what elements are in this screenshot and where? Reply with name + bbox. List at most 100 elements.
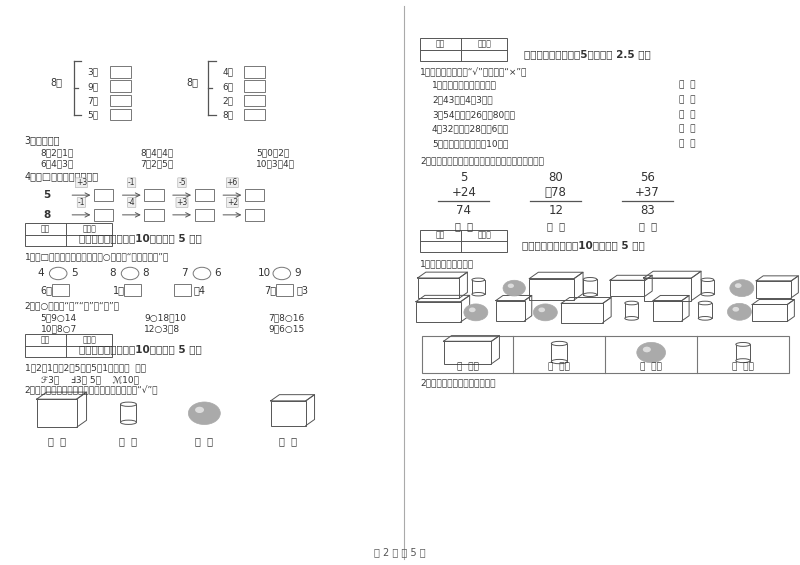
Bar bbox=[110, 66, 131, 78]
Text: -4: -4 bbox=[128, 198, 135, 207]
Bar bbox=[145, 189, 164, 201]
Bar bbox=[420, 38, 507, 61]
Text: 6＝: 6＝ bbox=[222, 82, 234, 91]
Text: （  ）: （ ） bbox=[119, 436, 138, 446]
Bar bbox=[551, 344, 567, 362]
Text: 四、选一选（本题入10劆，每题 5 分）: 四、选一选（本题入10劆，每题 5 分） bbox=[79, 345, 202, 355]
Text: 3．口算题。: 3．口算题。 bbox=[25, 135, 60, 145]
Bar bbox=[25, 334, 112, 357]
Text: 9＋6○15: 9＋6○15 bbox=[268, 324, 305, 333]
Bar bbox=[698, 303, 712, 318]
Bar bbox=[752, 305, 787, 321]
Text: 3＝: 3＝ bbox=[87, 68, 98, 77]
Circle shape bbox=[534, 304, 558, 321]
Ellipse shape bbox=[698, 316, 712, 320]
Text: 三、我会比（本题入10分，每题 5 分）: 三、我会比（本题入10分，每题 5 分） bbox=[79, 233, 202, 244]
Bar bbox=[530, 279, 574, 300]
Bar bbox=[25, 223, 112, 246]
Text: 8＝: 8＝ bbox=[222, 110, 234, 119]
Bar bbox=[443, 341, 491, 364]
Text: 7＋8○16: 7＋8○16 bbox=[268, 314, 305, 323]
Text: 12: 12 bbox=[548, 204, 563, 217]
Text: 4＝: 4＝ bbox=[222, 68, 234, 77]
Text: 6: 6 bbox=[214, 268, 222, 279]
Bar bbox=[496, 301, 525, 321]
Ellipse shape bbox=[701, 278, 714, 281]
Ellipse shape bbox=[551, 359, 567, 364]
Text: 3．54元减去26元是80元。: 3．54元减去26元是80元。 bbox=[432, 110, 515, 119]
Bar bbox=[174, 284, 191, 296]
Circle shape bbox=[508, 284, 514, 288]
Text: （  ）个: （ ）个 bbox=[640, 363, 662, 372]
Circle shape bbox=[469, 307, 476, 312]
Text: 4．在□里填上合适的数。: 4．在□里填上合适的数。 bbox=[25, 172, 98, 181]
Text: 12○3＋8: 12○3＋8 bbox=[145, 324, 181, 333]
Circle shape bbox=[730, 280, 754, 297]
Text: 5＋9○14: 5＋9○14 bbox=[41, 314, 77, 323]
Text: 8＋2－1＝: 8＋2－1＝ bbox=[41, 149, 74, 158]
Text: 7＞: 7＞ bbox=[264, 285, 276, 295]
Bar bbox=[416, 302, 461, 322]
Text: （  ）: （ ） bbox=[679, 95, 696, 105]
Text: 8＋: 8＋ bbox=[50, 77, 62, 88]
Text: （  ）: （ ） bbox=[679, 110, 696, 119]
Text: 83: 83 bbox=[640, 204, 655, 217]
Circle shape bbox=[464, 304, 488, 321]
Text: 1．数一数，填一填。: 1．数一数，填一填。 bbox=[420, 259, 474, 268]
Text: 2＝: 2＝ bbox=[222, 96, 234, 105]
Circle shape bbox=[188, 402, 220, 424]
Text: －78: －78 bbox=[545, 186, 566, 199]
Text: 评卷人: 评卷人 bbox=[478, 231, 491, 240]
Text: 5: 5 bbox=[460, 171, 467, 184]
Text: +3: +3 bbox=[176, 198, 188, 207]
Bar bbox=[194, 189, 214, 201]
Bar bbox=[245, 208, 264, 221]
Bar bbox=[418, 278, 459, 298]
Bar bbox=[94, 189, 114, 201]
Text: 9: 9 bbox=[294, 268, 301, 279]
Text: 6＋4－3＝: 6＋4－3＝ bbox=[41, 160, 74, 168]
Text: 80: 80 bbox=[548, 171, 563, 184]
Text: -1: -1 bbox=[78, 198, 85, 207]
Text: 6＞: 6＞ bbox=[41, 285, 53, 295]
Text: 8＋: 8＋ bbox=[186, 77, 198, 88]
Text: （  ）: （ ） bbox=[679, 81, 696, 90]
Ellipse shape bbox=[736, 342, 750, 346]
Ellipse shape bbox=[121, 402, 137, 406]
Text: （  ）个: （ ）个 bbox=[732, 363, 754, 372]
Circle shape bbox=[195, 407, 204, 413]
Ellipse shape bbox=[583, 293, 597, 297]
Text: 7＝: 7＝ bbox=[87, 96, 98, 105]
Circle shape bbox=[733, 307, 739, 312]
Bar bbox=[94, 208, 114, 221]
Text: -1: -1 bbox=[128, 178, 135, 187]
Circle shape bbox=[643, 347, 651, 353]
Text: ＝4: ＝4 bbox=[194, 285, 206, 295]
Bar bbox=[110, 80, 131, 92]
Bar bbox=[245, 189, 264, 201]
Text: （  ）: （ ） bbox=[195, 436, 214, 446]
Text: 2．看图在方格或括号里填数。: 2．看图在方格或括号里填数。 bbox=[420, 379, 495, 388]
Ellipse shape bbox=[625, 316, 638, 320]
Bar bbox=[124, 284, 141, 296]
Text: +37: +37 bbox=[635, 186, 660, 199]
Text: +24: +24 bbox=[451, 186, 476, 199]
Bar bbox=[562, 303, 603, 323]
Text: 六、数一数（本题入10分，每题 5 分）: 六、数一数（本题入10分，每题 5 分） bbox=[522, 240, 645, 250]
Text: +6: +6 bbox=[226, 178, 238, 187]
Text: 4: 4 bbox=[38, 268, 44, 279]
Bar bbox=[736, 345, 750, 360]
Text: 1＜: 1＜ bbox=[113, 285, 125, 295]
Text: 2．43分是4角3分。: 2．43分是4角3分。 bbox=[432, 95, 493, 105]
Text: 2．递一递，哪一种滚得快，在下面的括号里打“√”。: 2．递一递，哪一种滚得快，在下面的括号里打“√”。 bbox=[25, 386, 158, 396]
Text: ＞3: ＞3 bbox=[296, 285, 308, 295]
Text: 10－8○7: 10－8○7 bbox=[41, 324, 77, 333]
Bar bbox=[244, 80, 265, 92]
Circle shape bbox=[503, 280, 526, 296]
Bar bbox=[270, 401, 306, 425]
Text: （  ）个: （ ）个 bbox=[457, 363, 478, 372]
Bar bbox=[610, 280, 645, 296]
Bar bbox=[52, 284, 69, 296]
Text: （  ）: （ ） bbox=[47, 436, 66, 446]
Bar bbox=[244, 108, 265, 120]
